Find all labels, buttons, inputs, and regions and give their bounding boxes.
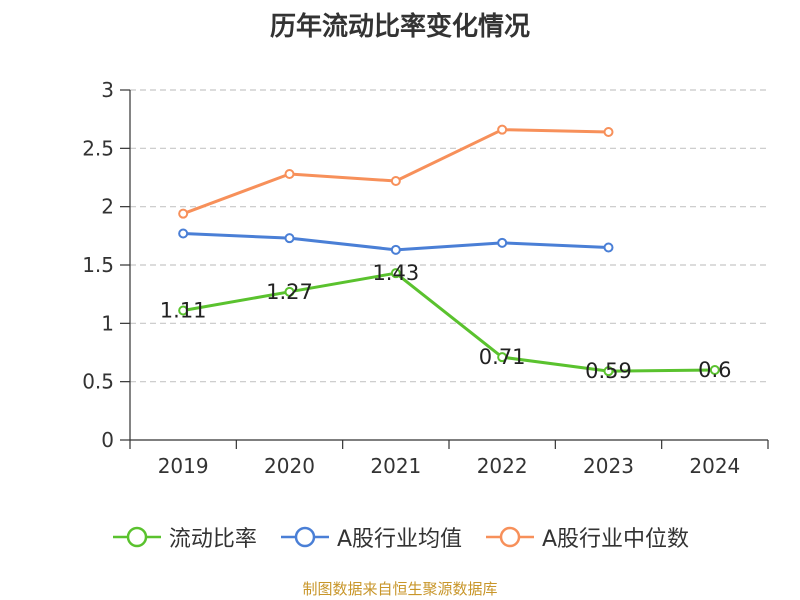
data-point [284, 169, 295, 179]
legend-marker [294, 526, 316, 548]
x-tick-label: 2019 [158, 454, 209, 478]
x-tick-label: 2020 [264, 454, 315, 478]
series-line [182, 271, 715, 373]
source-note: 制图数据来自恒生聚源数据库 [302, 580, 498, 598]
legend-label: A股行业均值 [336, 527, 462, 552]
y-tick-label: 2 [101, 195, 114, 219]
data-point [178, 305, 189, 316]
legend-label: 流动比率 [168, 527, 257, 552]
y-tick-label: 0 [101, 428, 114, 452]
chart-title: 历年流动比率变化情况 [269, 12, 530, 42]
data-label: 0.71 [479, 345, 526, 369]
data-point [497, 237, 508, 248]
data-labels: 1.11 1.27 1.43 0.71 0.59 0.6 [160, 261, 732, 383]
y-tick-label: 3 [101, 78, 114, 102]
data-point [603, 366, 614, 377]
x-tick-label: 2023 [583, 454, 634, 478]
data-point [603, 127, 614, 137]
y-tick-label: 0.5 [82, 370, 114, 394]
data-point [603, 242, 614, 253]
x-tick-label: 2021 [370, 454, 421, 478]
legend: 流动比率 A股行业均值 A股行业中位数 [0, 520, 800, 554]
legend-marker [126, 526, 148, 548]
legend-label: A股行业中位数 [542, 527, 690, 552]
legend-item[interactable]: A股行业均值 [279, 521, 462, 553]
data-label: 1.11 [160, 299, 207, 323]
legend-item[interactable]: A股行业中位数 [484, 521, 689, 553]
data-label: 0.6 [698, 358, 731, 382]
data-point [497, 124, 508, 135]
data-point [709, 365, 720, 375]
data-point [390, 176, 401, 186]
x-tick-label: 2024 [689, 454, 740, 478]
data-point [178, 228, 189, 239]
data-point [178, 208, 189, 219]
legend-swatch-icon [280, 526, 329, 548]
data-point [284, 233, 295, 244]
legend-marker [499, 526, 521, 548]
x-tick-label: 2022 [477, 454, 528, 478]
axes: 0 0.5 1 1.5 2 2.5 3 2019 2020 2021 2022 2023 2024 [82, 78, 769, 478]
legend-item[interactable]: 流动比率 [111, 521, 257, 553]
data-label: 1.27 [266, 280, 313, 304]
grid-lines [130, 89, 768, 383]
legend-swatch-icon [486, 526, 534, 548]
legend-swatch-icon [112, 526, 161, 548]
y-tick-label: 1 [101, 311, 114, 335]
series-lines [178, 124, 720, 377]
data-point [497, 352, 508, 363]
data-label: 0.59 [585, 359, 632, 383]
data-label: 1.43 [372, 261, 419, 285]
y-tick-label: 2.5 [82, 136, 114, 160]
data-point [390, 268, 401, 279]
data-point [284, 286, 295, 297]
y-tick-label: 1.5 [82, 253, 114, 277]
data-point [390, 244, 401, 255]
series-line [182, 128, 609, 216]
